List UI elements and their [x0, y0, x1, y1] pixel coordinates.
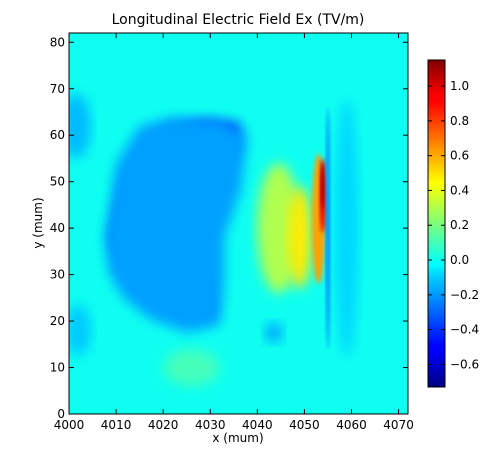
field-region-6 — [163, 348, 220, 387]
x-tick-label: 4030 — [195, 418, 226, 432]
x-tick-label: 4010 — [101, 418, 132, 432]
field-region-11 — [320, 163, 325, 210]
field-region-7 — [257, 163, 300, 294]
field-region-13 — [335, 98, 359, 359]
heatmap-area — [69, 33, 408, 414]
colorbar-tick-label: 0.6 — [450, 149, 469, 163]
y-tick-label: 0 — [57, 407, 65, 421]
y-tick-label: 80 — [50, 35, 65, 49]
colorbar-tick-label: 0.2 — [450, 218, 469, 232]
colorbar-ticks: −0.6 −0.4 −0.2 0.0 0.2 0.4 0.6 0.8 1.0 — [428, 79, 479, 371]
x-tick-label: 4040 — [242, 418, 273, 432]
x-tick-label: 4000 — [54, 418, 85, 432]
field-region-8 — [287, 186, 312, 289]
field-region-3 — [69, 93, 92, 159]
x-tick-label: 4060 — [336, 418, 367, 432]
colorbar: −0.6 −0.4 −0.2 0.0 0.2 0.4 0.6 0.8 1.0 — [427, 59, 479, 388]
plot-frame — [68, 32, 409, 415]
y-tick-label: 40 — [50, 221, 65, 235]
colorbar-tick-label: 0.4 — [450, 183, 469, 197]
x-tick-label: 4070 — [383, 418, 414, 432]
y-tick-label: 50 — [50, 175, 65, 189]
x-tick-label: 4020 — [148, 418, 179, 432]
colorbar-tick-label: −0.6 — [450, 357, 479, 371]
x-axis-label: x (mum) — [212, 431, 263, 445]
colorbar-tick-label: 0.8 — [450, 114, 469, 128]
colorbar-tick-label: −0.2 — [450, 288, 479, 302]
x-tick-label: 4050 — [289, 418, 320, 432]
y-tick-label: 60 — [50, 128, 65, 142]
chart-title: Longitudinal Electric Field Ex (TV/m) — [112, 12, 365, 28]
y-tick-label: 30 — [50, 268, 65, 282]
colorbar-gradient — [428, 60, 445, 387]
heatmap-features — [69, 93, 359, 387]
colorbar-frame — [427, 59, 446, 388]
field-region-5 — [264, 322, 284, 343]
field-region-2 — [104, 116, 248, 333]
colorbar-tick-label: 0.0 — [450, 253, 469, 267]
y-axis: 0 10 20 30 40 50 60 70 80 — [50, 35, 408, 421]
colorbar-tick-label: −0.4 — [450, 323, 479, 337]
colorbar-tick-label: 1.0 — [450, 79, 469, 93]
y-tick-label: 70 — [50, 82, 65, 96]
field-region-12 — [325, 107, 331, 349]
y-tick-label: 20 — [50, 314, 65, 328]
field-region-4 — [69, 304, 92, 356]
x-axis: 4000 4010 4020 4030 4040 4050 4060 4070 — [54, 33, 414, 432]
y-axis-label: y (mum) — [31, 197, 45, 248]
y-tick-label: 10 — [50, 361, 65, 375]
